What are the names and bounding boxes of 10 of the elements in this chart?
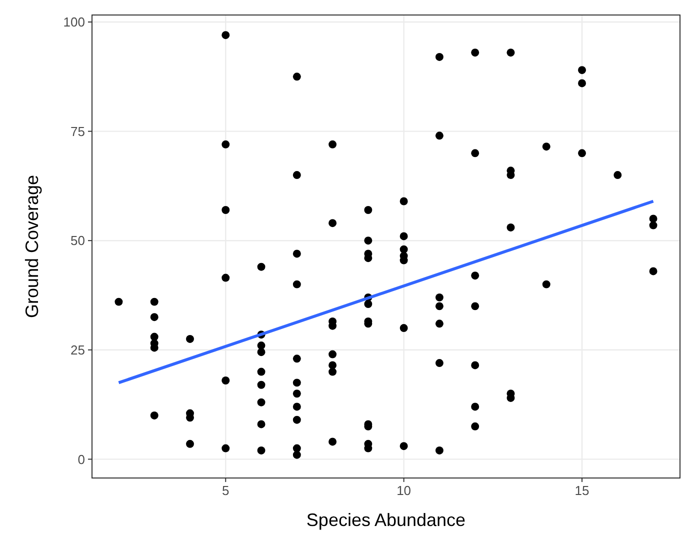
y-axis-title: Ground Coverage	[22, 174, 42, 318]
x-tick-label: 10	[396, 483, 412, 498]
y-tick-label: 100	[63, 14, 85, 30]
x-axis-title: Species Abundance	[306, 510, 466, 530]
y-tick-label: 25	[70, 342, 85, 358]
x-tick-label: 15	[574, 483, 590, 498]
y-tick-label: 75	[70, 124, 85, 139]
x-tick-label: 5	[222, 483, 230, 498]
y-tick-label: 50	[70, 233, 85, 248]
y-tick-label: 0	[78, 452, 85, 467]
